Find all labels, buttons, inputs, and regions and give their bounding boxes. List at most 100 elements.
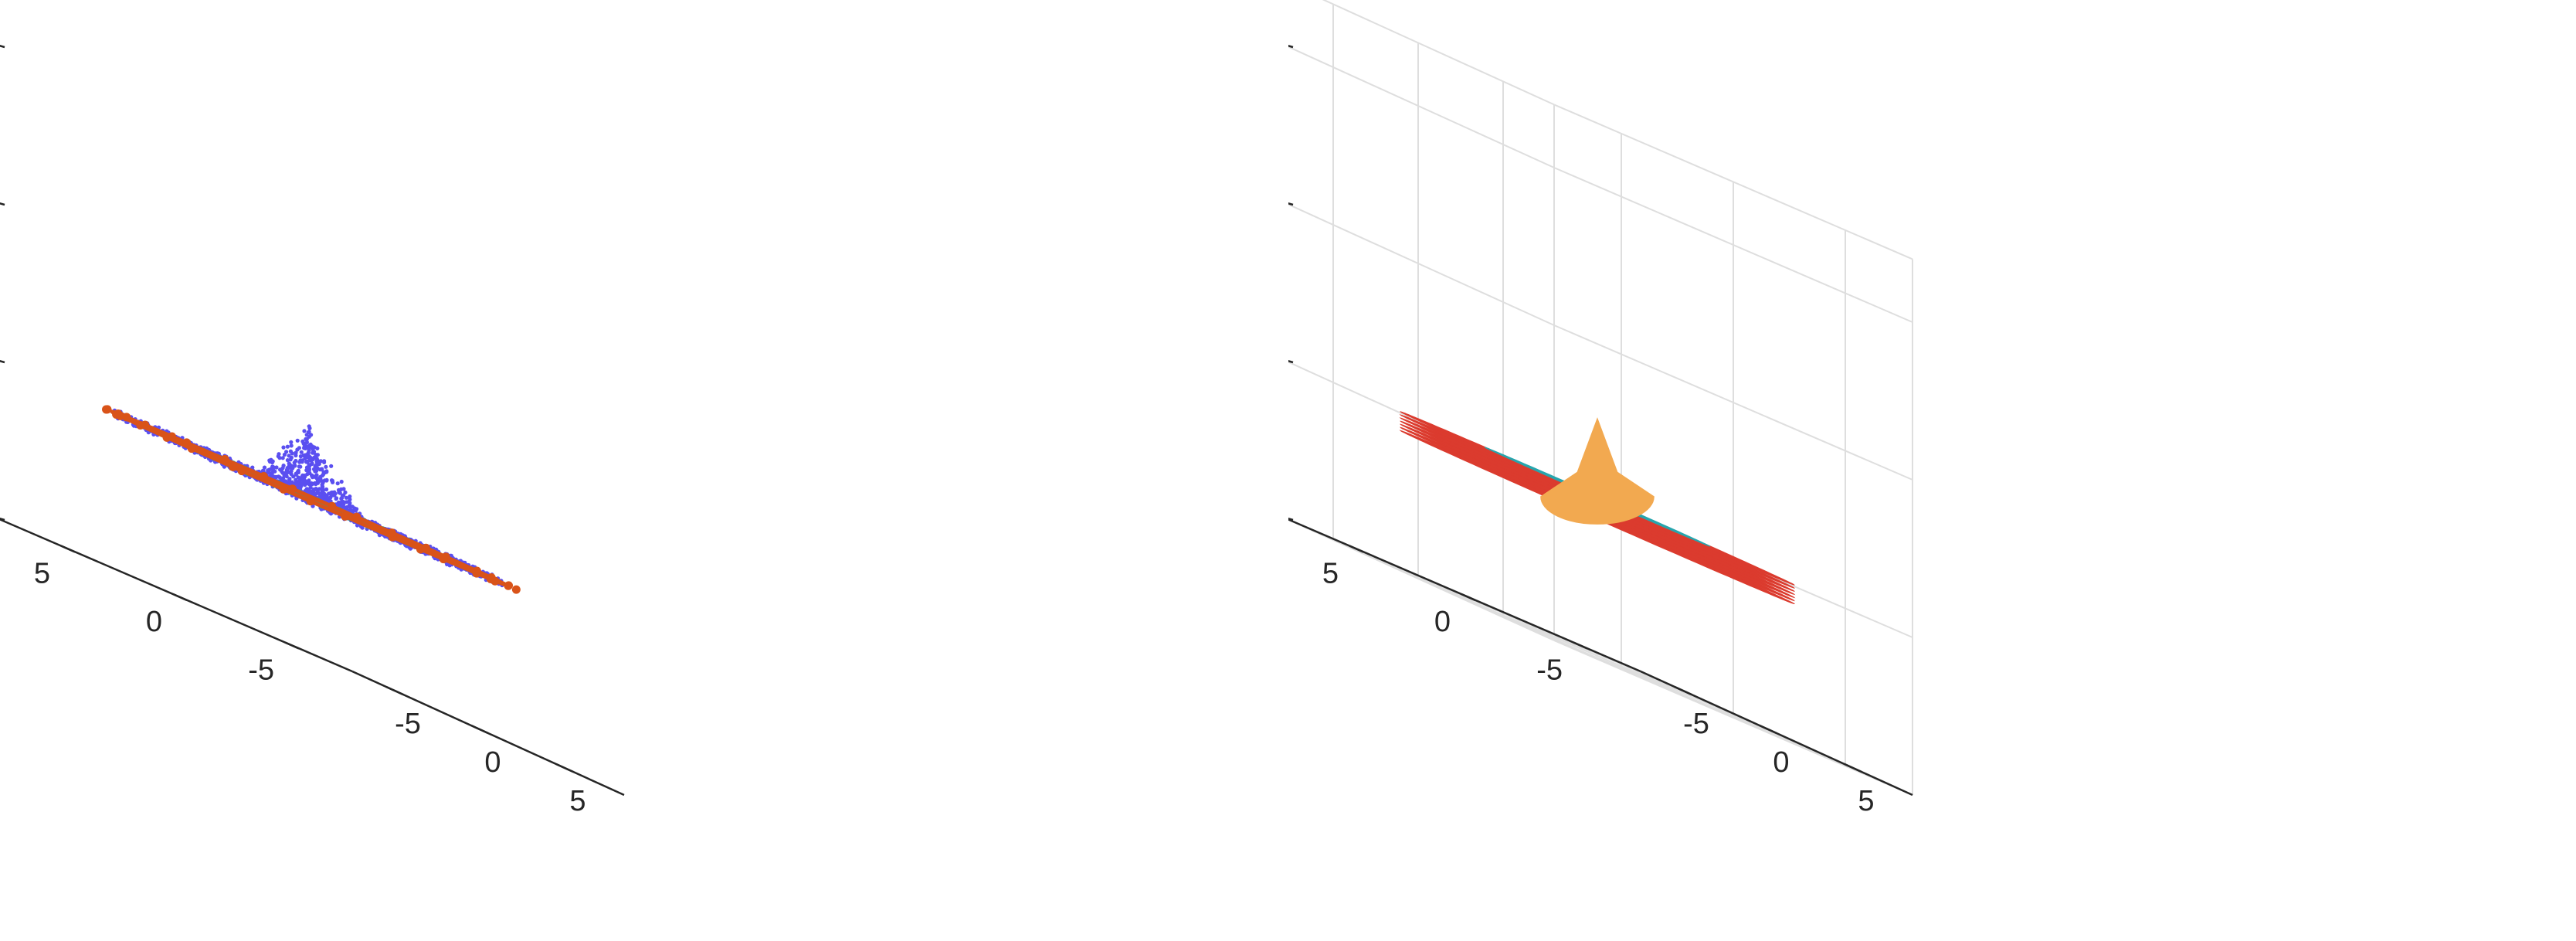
scatter-point [318, 474, 323, 480]
scatter-point [348, 501, 352, 505]
scatter-point [315, 453, 320, 457]
z-tick [1288, 44, 1294, 49]
scatter-point [305, 445, 310, 450]
scatter-point [311, 487, 316, 492]
chart-right-svg: 05101550-5-505 [1288, 0, 1913, 818]
scatter-point [341, 487, 346, 491]
outer-ring-point [511, 585, 521, 594]
scatter-point [344, 504, 349, 510]
scatter-point [324, 464, 328, 469]
scatter-point [339, 496, 344, 501]
scatter-point [339, 500, 344, 504]
z-tick [0, 517, 5, 521]
scatter-point [287, 477, 292, 481]
y-tick-label: -5 [1536, 654, 1563, 687]
scatter-point [296, 481, 300, 487]
scatter-point [321, 484, 325, 490]
chart-left-svg: 05101550-5-505 [0, 44, 625, 817]
scatter-point [331, 491, 336, 496]
axis-lines [1288, 44, 1913, 797]
scatter-point [307, 454, 312, 459]
scatter-point [284, 450, 289, 454]
x-tick [1844, 763, 1862, 773]
y-tick [172, 593, 188, 602]
scatter-point [306, 450, 311, 455]
grid-line [1553, 104, 1913, 260]
scatter-point [307, 490, 311, 494]
x-tick [1674, 685, 1692, 696]
y-axis-line [1288, 518, 1641, 673]
scatter-point [344, 500, 348, 504]
outer-ring-point [279, 484, 288, 494]
scatter-point [322, 460, 327, 465]
grid-line [1288, 203, 1555, 326]
y-tick-label: 5 [1322, 558, 1339, 590]
scatter-point [310, 482, 314, 487]
scatter-point [303, 456, 307, 461]
scatter-point [329, 464, 334, 468]
x-tick-label: 0 [1773, 746, 1789, 779]
scatter-point [294, 450, 298, 455]
outer-ring-point [114, 409, 123, 419]
scatter-point [270, 459, 275, 464]
scatter-point [307, 424, 311, 429]
x-tick [555, 763, 574, 773]
scatter-point [327, 491, 331, 496]
scatter-point [354, 507, 358, 511]
y-tick [60, 545, 76, 553]
z-tick [0, 202, 5, 206]
scatter-point [309, 462, 314, 467]
outer-ring-point [504, 581, 513, 590]
scatter-point [311, 467, 317, 471]
scatter-point [298, 454, 303, 459]
z-tick [1288, 359, 1294, 364]
outer-ring-point [122, 413, 131, 422]
outer-ring-point [352, 512, 361, 521]
outer-ring-point [187, 444, 196, 454]
x-tick [470, 724, 489, 735]
scatter-point [324, 487, 329, 492]
scatter-point [305, 459, 310, 464]
outer-ring-point [421, 543, 430, 552]
chart-right: 05101550-5-505 [1288, 0, 2576, 941]
scatter-point [295, 470, 300, 474]
scatter-point [293, 464, 297, 468]
scatter-point [287, 461, 291, 466]
scatter-point [271, 467, 276, 472]
inner-cone [1540, 417, 1655, 525]
z-tick [0, 44, 5, 49]
scatter-point [297, 446, 301, 450]
outer-ring-point [259, 471, 268, 481]
scatter-point [339, 479, 344, 484]
scatter-point [335, 481, 340, 486]
scatter-point [297, 464, 301, 469]
scatter-point [338, 491, 342, 495]
scatter-point [286, 470, 290, 474]
scatter-point [300, 481, 304, 486]
y-axis-line [0, 518, 353, 673]
scatter-point [281, 445, 286, 450]
scatter-point [343, 490, 348, 495]
scatter-point [278, 467, 283, 472]
scatter-point [285, 466, 290, 470]
y-tick-label: 5 [34, 558, 50, 590]
scatter-point [262, 465, 267, 470]
tick-labels: 05101550-5-505 [1322, 558, 1875, 818]
grid-line [1322, 0, 1555, 106]
y-tick-label: 0 [1434, 606, 1451, 638]
scatter-point [280, 478, 284, 483]
scatter-point [289, 443, 294, 448]
scatter-point [274, 475, 279, 480]
y-tick-label: 0 [146, 606, 162, 638]
scatter-point [288, 481, 293, 485]
scatter-point [284, 474, 289, 479]
scatter-point [317, 479, 321, 484]
outer-ring-point [103, 405, 112, 414]
scatter-point [307, 467, 311, 471]
scatter-point [313, 491, 317, 496]
scatter-point [324, 469, 329, 474]
grid-line [1349, 545, 1622, 671]
scatter-point [289, 440, 294, 444]
grid-line [1553, 167, 1913, 323]
outer-ring-point [229, 462, 238, 471]
